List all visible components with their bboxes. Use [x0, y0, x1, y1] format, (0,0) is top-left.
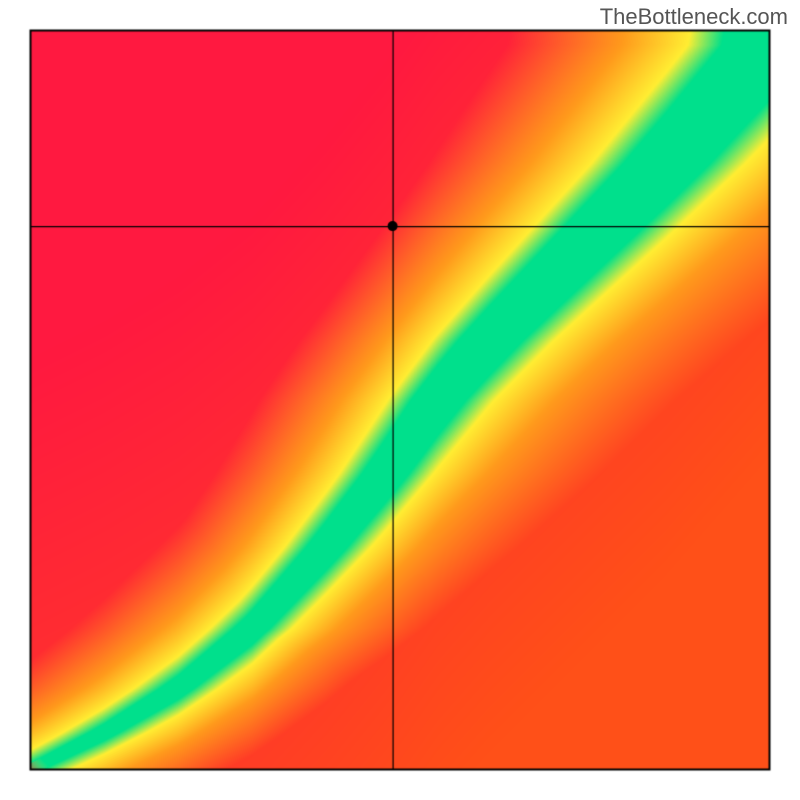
watermark-text: TheBottleneck.com — [600, 4, 788, 30]
bottleneck-heatmap — [0, 0, 800, 800]
chart-container: TheBottleneck.com — [0, 0, 800, 800]
